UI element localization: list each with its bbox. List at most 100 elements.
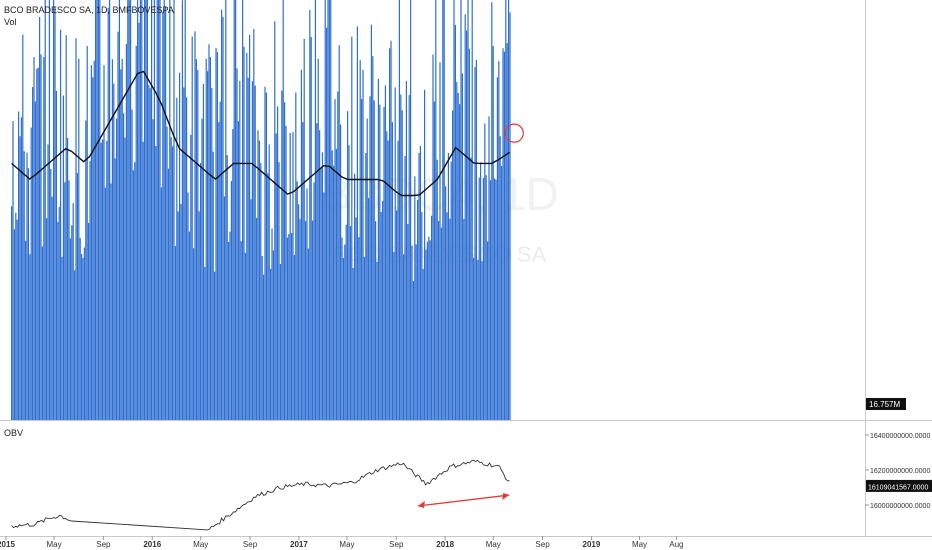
volume-bar — [310, 36, 312, 420]
time-tick-label: May — [339, 540, 354, 549]
divergence-arrow[interactable] — [417, 493, 510, 508]
volume-bar — [312, 220, 314, 420]
volume-bar — [401, 110, 403, 421]
volume-bar — [446, 212, 448, 420]
volume-bar — [193, 248, 195, 420]
volume-bar — [155, 145, 157, 420]
arrow-head-left — [417, 501, 425, 508]
volume-bar — [412, 280, 415, 420]
volume-bar — [419, 145, 422, 421]
volume-bar — [480, 162, 482, 420]
volume-bar — [289, 132, 291, 420]
volume-bar — [46, 218, 48, 420]
volume-bar — [110, 183, 112, 420]
volume-bar — [424, 89, 426, 421]
volume-bar — [57, 221, 59, 420]
time-axis[interactable]: 2015 May Sep 2016 May Sep 2017 May Sep 2018 May Sep… — [0, 536, 683, 549]
volume-bar — [186, 97, 188, 420]
volume-bar — [71, 225, 73, 420]
volume-bar — [16, 219, 18, 420]
volume-bar — [18, 111, 20, 421]
volume-bar — [306, 188, 308, 420]
volume-bar — [103, 65, 105, 420]
volume-bar — [361, 99, 363, 421]
volume-bar — [435, 0, 437, 420]
volume-bar — [272, 250, 275, 420]
time-tick-label: 2018 — [436, 540, 454, 549]
volume-bar — [393, 252, 395, 420]
volume-bar — [482, 177, 485, 420]
volume-bar — [142, 141, 144, 420]
volume-bar — [97, 0, 100, 420]
symbol-legend[interactable]: BCO BRADESCO SA, 1D, BMFBOVESPA — [4, 5, 174, 15]
volume-bar — [417, 200, 419, 420]
volume-bar — [151, 0, 153, 420]
volume-bar — [176, 97, 178, 420]
volume-bar — [473, 257, 475, 420]
volume-bar — [471, 0, 473, 420]
volume-bar — [502, 48, 504, 420]
volume-bar — [341, 237, 343, 420]
volume-bar — [449, 218, 451, 420]
volume-bar — [429, 240, 431, 420]
volume-bar — [438, 220, 440, 420]
volume-bar — [216, 51, 219, 420]
volume-bar — [162, 11, 164, 421]
volume-bar — [253, 29, 255, 421]
volume-bar — [440, 227, 443, 420]
volume-bar — [403, 254, 405, 420]
volume-bar — [359, 60, 361, 421]
volume-bar — [267, 173, 269, 420]
volume-ma-badge-value: 16.757M — [869, 400, 900, 409]
volume-bar — [169, 0, 171, 420]
volume-bar — [158, 0, 160, 421]
volume-bar — [81, 253, 83, 420]
obv-axis[interactable]: 16400000000.0000 16200000000.0000 16000000… — [865, 433, 930, 510]
volume-bar — [120, 69, 122, 420]
volume-bar — [230, 180, 233, 420]
volume-bar — [398, 0, 401, 421]
volume-bar — [170, 137, 172, 420]
volume-bar — [188, 231, 191, 420]
volume-bar — [72, 203, 74, 420]
volume-bar — [247, 77, 249, 420]
volume-bar — [85, 120, 87, 421]
volume-bar — [407, 224, 409, 420]
volume-bar — [391, 122, 394, 421]
volume-bar — [425, 249, 427, 420]
volume-bar — [327, 0, 329, 421]
volume-bar — [271, 228, 273, 420]
volume-bar — [131, 109, 133, 421]
volume-bar — [282, 0, 284, 421]
volume-bar — [506, 43, 508, 421]
obv-line — [11, 459, 510, 531]
volume-bar — [450, 161, 452, 420]
volume-bar — [408, 95, 410, 421]
volume-bar — [372, 56, 374, 420]
volume-bar — [214, 271, 216, 420]
volume-bar — [15, 212, 17, 420]
obv-legend[interactable]: OBV — [4, 428, 24, 438]
volume-bar — [302, 122, 304, 420]
volume-bar — [295, 92, 297, 420]
volume-spike-circle[interactable] — [504, 123, 524, 143]
volume-bar — [26, 152, 28, 420]
volume-bar — [286, 237, 289, 420]
volume-bar — [373, 100, 375, 420]
volume-bar — [261, 256, 263, 420]
volume-bar — [202, 83, 205, 420]
volume-bar — [492, 45, 494, 421]
volume-bar — [135, 45, 137, 420]
volume-legend[interactable]: Vol — [4, 17, 17, 27]
volume-bar — [265, 92, 268, 421]
volume-bar — [459, 104, 461, 421]
volume-bar — [370, 24, 373, 421]
volume-bar — [489, 180, 492, 420]
volume-bar — [99, 0, 101, 421]
volume-bar — [447, 152, 450, 420]
volume-bar — [433, 101, 436, 421]
volume-bar — [54, 6, 56, 420]
obv-pane[interactable] — [0, 420, 865, 536]
volume-bar — [415, 244, 417, 420]
